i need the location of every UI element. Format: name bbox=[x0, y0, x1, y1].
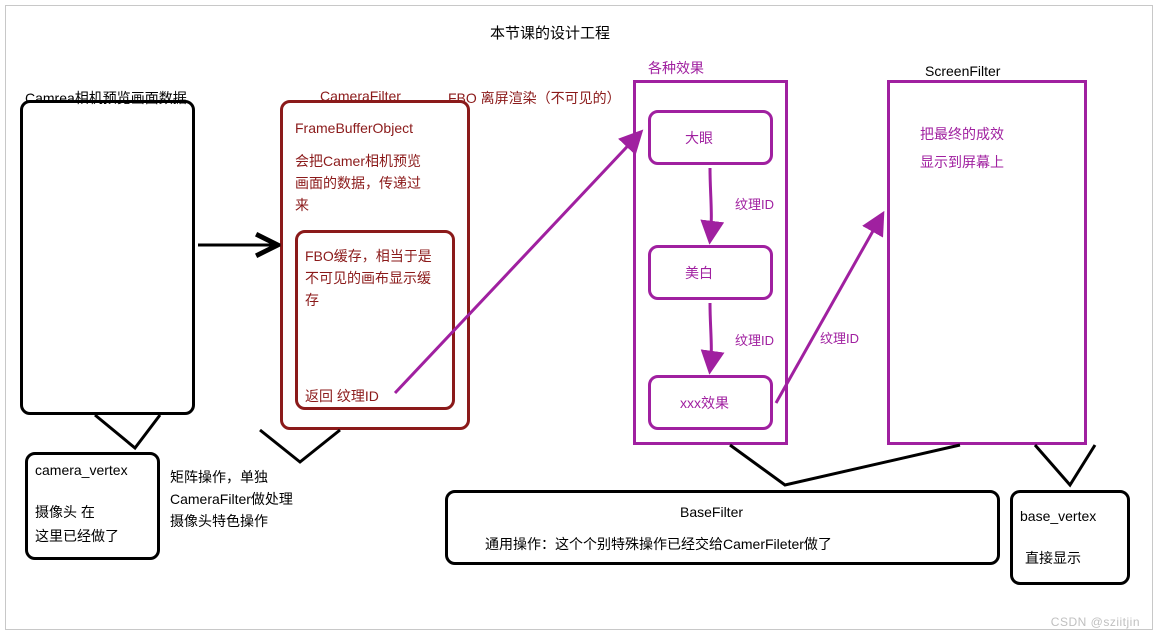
fbo-offscreen-label: FBO 离屏渲染（不可见的） bbox=[448, 88, 621, 108]
base-filter-title: BaseFilter bbox=[680, 504, 743, 520]
frame-buffer-object-label: FrameBufferObject bbox=[295, 120, 413, 136]
fbo-desc-label: 会把Camer相机预览 画面的数据，传递过 来 bbox=[295, 150, 421, 216]
effects-title: 各种效果 bbox=[648, 58, 704, 78]
camera-box bbox=[20, 100, 195, 415]
effect-xxx-label: xxx效果 bbox=[680, 393, 729, 413]
texture-id-3-label: 纹理ID bbox=[820, 328, 859, 347]
return-texture-label: 返回 纹理ID bbox=[305, 386, 379, 406]
camera-vertex-title: camera_vertex bbox=[35, 462, 128, 478]
page-title: 本节课的设计工程 bbox=[490, 22, 610, 43]
texture-id-1-label: 纹理ID bbox=[735, 194, 774, 213]
fbo-cache-label: FBO缓存，相当于是 不可见的画布显示缓 存 bbox=[305, 245, 432, 311]
matrix-desc: 矩阵操作，单独 CameraFilter做处理 摄像头特色操作 bbox=[170, 466, 293, 532]
base-vertex-desc: 直接显示 bbox=[1025, 548, 1081, 568]
base-vertex-box bbox=[1010, 490, 1130, 585]
base-filter-desc: 通用操作：这个个别特殊操作已经交给CamerFileter做了 bbox=[485, 534, 832, 554]
texture-id-2-label: 纹理ID bbox=[735, 330, 774, 349]
effect-white-label: 美白 bbox=[685, 263, 713, 283]
screen-filter-title: ScreenFilter bbox=[925, 63, 1000, 79]
screen-filter-desc: 把最终的成效 显示到屏幕上 bbox=[920, 120, 1004, 176]
watermark: CSDN @sziitjin bbox=[1051, 615, 1140, 629]
base-vertex-title: base_vertex bbox=[1020, 508, 1096, 524]
camera-vertex-desc: 摄像头 在 这里已经做了 bbox=[35, 500, 119, 548]
effect-big-eye-label: 大眼 bbox=[685, 128, 713, 148]
